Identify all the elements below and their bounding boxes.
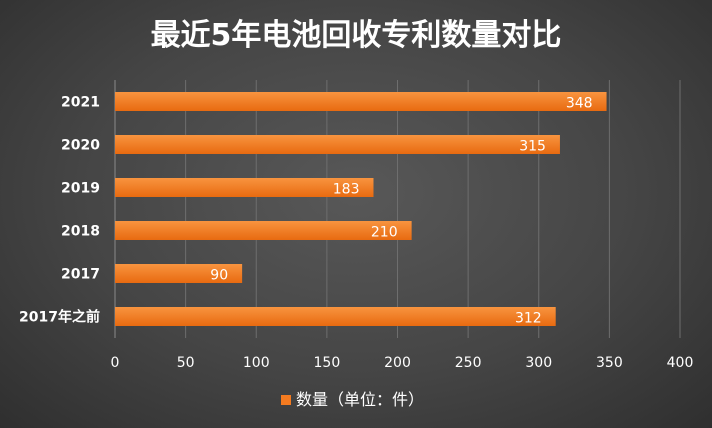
data-label: 348 [566, 96, 593, 112]
category-label: 2017 [61, 267, 100, 283]
x-tick-label: 300 [525, 355, 552, 371]
x-tick-label: 350 [596, 355, 623, 371]
bar [115, 135, 560, 154]
legend-label: 数量（单位：件） [296, 390, 424, 409]
axes: 0 50 100 150 200 250 300 350 400 [111, 80, 694, 371]
category-label: 2017年之前 [19, 309, 100, 326]
data-label: 210 [371, 225, 398, 241]
x-tick-label: 0 [111, 355, 120, 371]
data-label: 183 [333, 182, 360, 198]
bars [115, 92, 607, 326]
legend-swatch [281, 395, 291, 405]
category-label: 2020 [61, 138, 100, 154]
bar [115, 92, 607, 111]
data-label: 90 [210, 268, 228, 284]
bar [115, 221, 412, 240]
bar [115, 178, 374, 197]
category-label: 2018 [61, 224, 100, 240]
x-tick-label: 200 [384, 355, 411, 371]
x-tick-label: 250 [455, 355, 482, 371]
x-tick-label: 400 [667, 355, 694, 371]
legend: 数量（单位：件） [281, 390, 424, 409]
chart-title: 最近5年电池回收专利数量对比 [151, 18, 562, 53]
data-label: 312 [515, 311, 542, 327]
x-tick-label: 100 [243, 355, 270, 371]
x-tick-label: 50 [177, 355, 195, 371]
category-label: 2019 [61, 181, 100, 197]
category-label: 2021 [61, 95, 100, 111]
gridlines [185, 80, 681, 338]
x-tick-label: 150 [314, 355, 341, 371]
data-label: 315 [519, 139, 546, 155]
labels: 2021 348 2020 315 2019 183 2018 210 2017 90 2017年之… [19, 95, 593, 327]
bar [115, 307, 556, 326]
bar [115, 264, 243, 283]
